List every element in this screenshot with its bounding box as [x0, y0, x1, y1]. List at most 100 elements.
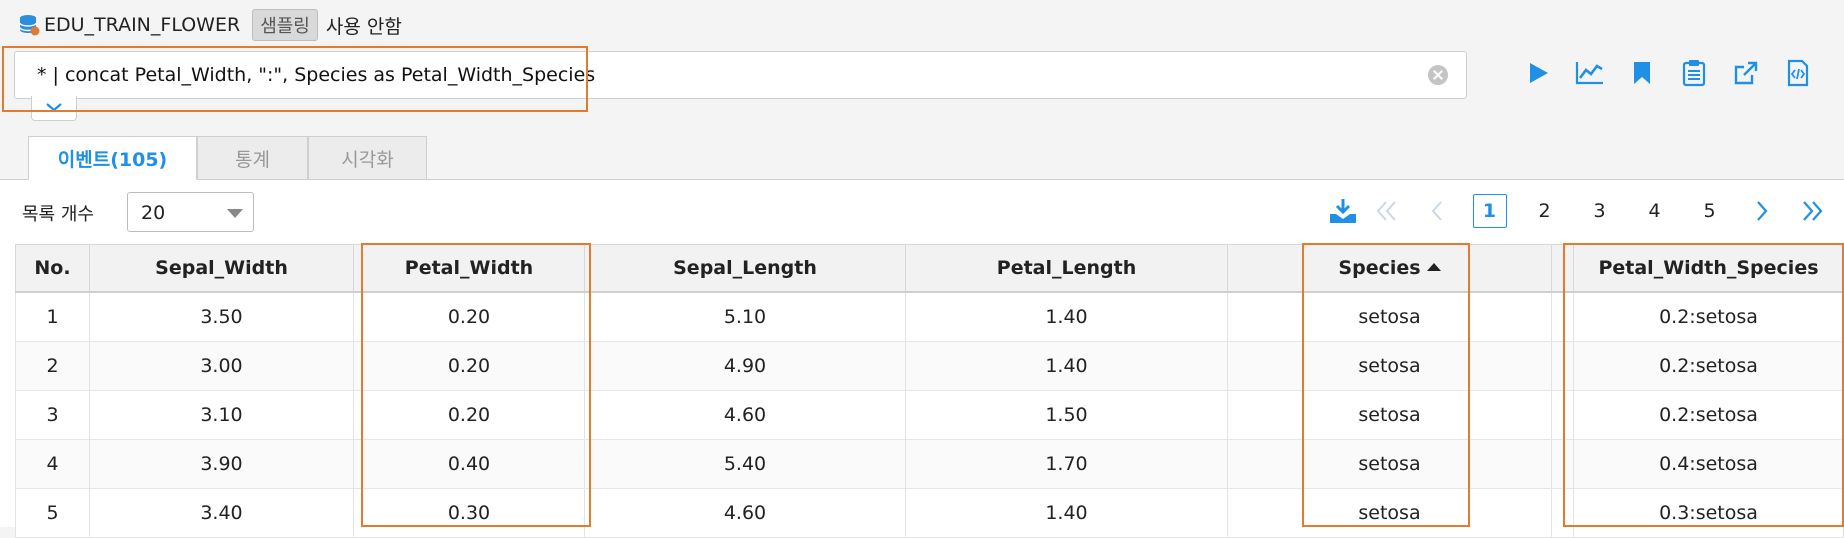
caret-down-icon	[227, 209, 243, 218]
cell-petal-width-species: 0.2:setosa	[1573, 390, 1844, 440]
table-row[interactable]: 2 3.00 0.20 4.90 1.40 setosa 0.2:setosa	[15, 341, 1844, 391]
chevron-right-icon	[1757, 201, 1768, 221]
table-row[interactable]: 4 3.90 0.40 5.40 1.70 setosa 0.4:setosa	[15, 439, 1844, 489]
cell-species: setosa	[1227, 439, 1552, 489]
cell-petal-width-species: 0.3:setosa	[1573, 488, 1844, 538]
col-header-spacer	[1551, 244, 1574, 293]
cell-spacer	[1551, 439, 1574, 489]
cell-no: 5	[15, 488, 90, 538]
cell-no: 2	[15, 341, 90, 391]
double-chevron-left-icon	[1376, 201, 1396, 221]
code-button[interactable]	[1772, 56, 1824, 90]
results-table: No. Sepal_Width Petal_Width Sepal_Length…	[15, 244, 1844, 538]
tab-visualization[interactable]: 시각화	[308, 136, 427, 180]
bookmark-button[interactable]	[1616, 56, 1668, 90]
clipboard-button[interactable]	[1668, 56, 1720, 90]
pagination: 1 2 3 4 5	[1324, 191, 1837, 231]
cell-sepal-length: 4.60	[584, 390, 906, 440]
query-text[interactable]: * | concat Petal_Width, ":", Species as …	[37, 64, 596, 86]
bookmark-icon	[1634, 62, 1650, 84]
cell-petal-width: 0.20	[353, 341, 585, 391]
chart-icon	[1575, 62, 1603, 85]
cell-petal-length: 1.50	[905, 390, 1228, 440]
table-row[interactable]: 5 3.40 0.30 4.60 1.40 setosa 0.3:setosa	[15, 488, 1844, 538]
cell-spacer	[1551, 390, 1574, 440]
col-header-sepal-width[interactable]: Sepal_Width	[89, 244, 354, 293]
cell-petal-width-species: 0.4:setosa	[1573, 439, 1844, 489]
cell-species: setosa	[1227, 341, 1552, 391]
cell-species: setosa	[1227, 292, 1552, 342]
query-input[interactable]: * | concat Petal_Width, ":", Species as …	[14, 51, 1467, 99]
cell-sepal-width: 3.10	[89, 390, 354, 440]
tab-statistics[interactable]: 통계	[197, 136, 308, 180]
cell-petal-width-species: 0.2:setosa	[1573, 292, 1844, 342]
run-button[interactable]	[1512, 56, 1564, 90]
sampling-badge[interactable]: 샘플링	[252, 9, 318, 41]
col-header-petal-width-species[interactable]: Petal_Width_Species	[1573, 244, 1844, 293]
table-row[interactable]: 1 3.50 0.20 5.10 1.40 setosa 0.2:setosa	[15, 292, 1844, 342]
cell-sepal-width: 3.90	[89, 439, 354, 489]
page-1[interactable]: 1	[1462, 191, 1517, 231]
prev-page-button[interactable]	[1412, 191, 1462, 231]
chevron-left-icon	[1431, 201, 1442, 221]
double-chevron-right-icon	[1803, 201, 1823, 221]
cell-no: 1	[15, 292, 90, 342]
col-header-sepal-length[interactable]: Sepal_Length	[584, 244, 906, 293]
last-page-button[interactable]	[1787, 191, 1837, 231]
cell-petal-width-species: 0.2:setosa	[1573, 341, 1844, 391]
page-3[interactable]: 3	[1593, 200, 1606, 222]
dataset-header: EDU_TRAIN_FLOWER 샘플링 사용 안함	[18, 9, 402, 41]
export-button[interactable]	[1720, 56, 1772, 90]
dataset-name: EDU_TRAIN_FLOWER	[44, 14, 241, 36]
code-file-icon	[1787, 59, 1809, 87]
export-icon	[1734, 61, 1758, 85]
cell-no: 4	[15, 439, 90, 489]
first-page-button[interactable]	[1362, 191, 1412, 231]
rows-per-page-label: 목록 개수	[22, 204, 94, 225]
cell-petal-length: 1.40	[905, 341, 1228, 391]
col-header-species[interactable]: Species	[1227, 244, 1552, 293]
tab-events[interactable]: 이벤트(105)	[28, 136, 197, 180]
col-header-petal-length[interactable]: Petal_Length	[905, 244, 1228, 293]
col-header-petal-width[interactable]: Petal_Width	[353, 244, 585, 293]
page-2[interactable]: 2	[1538, 200, 1551, 222]
page-4[interactable]: 4	[1648, 200, 1661, 222]
cell-petal-width: 0.20	[353, 292, 585, 342]
cell-sepal-width: 3.40	[89, 488, 354, 538]
query-toolbar	[1512, 56, 1824, 90]
cell-petal-width: 0.40	[353, 439, 585, 489]
play-icon	[1530, 63, 1548, 83]
cell-spacer	[1551, 341, 1574, 391]
chevron-down-icon	[46, 103, 62, 112]
tab-divider	[0, 179, 1844, 180]
cell-sepal-length: 5.40	[584, 439, 906, 489]
cell-sepal-length: 4.90	[584, 341, 906, 391]
rows-per-page-select[interactable]: 20	[127, 192, 254, 232]
chart-button[interactable]	[1564, 56, 1616, 90]
table-row[interactable]: 3 3.10 0.20 4.60 1.50 setosa 0.2:setosa	[15, 390, 1844, 440]
database-icon	[19, 15, 40, 36]
cell-spacer	[1551, 488, 1574, 538]
sort-ascending-icon	[1426, 263, 1441, 271]
query-expand-toggle[interactable]	[31, 96, 77, 121]
cell-spacer	[1551, 292, 1574, 342]
result-tabs: 이벤트(105) 통계 시각화	[28, 136, 427, 180]
cell-species: setosa	[1227, 390, 1552, 440]
cell-species: setosa	[1227, 488, 1552, 538]
rows-per-page-value: 20	[141, 202, 166, 224]
cell-sepal-width: 3.50	[89, 292, 354, 342]
download-icon	[1330, 199, 1356, 223]
cell-petal-length: 1.70	[905, 439, 1228, 489]
table-header-row: No. Sepal_Width Petal_Width Sepal_Length…	[15, 244, 1844, 293]
sampling-status: 사용 안함	[325, 15, 402, 38]
col-header-no[interactable]: No.	[15, 244, 90, 293]
download-button[interactable]	[1324, 191, 1362, 231]
next-page-button[interactable]	[1737, 191, 1787, 231]
cell-petal-width: 0.30	[353, 488, 585, 538]
cell-petal-length: 1.40	[905, 292, 1228, 342]
cell-sepal-length: 4.60	[584, 488, 906, 538]
page-5[interactable]: 5	[1703, 200, 1716, 222]
cell-petal-width: 0.20	[353, 390, 585, 440]
clear-circle-icon[interactable]	[1428, 65, 1448, 85]
cell-petal-length: 1.40	[905, 488, 1228, 538]
